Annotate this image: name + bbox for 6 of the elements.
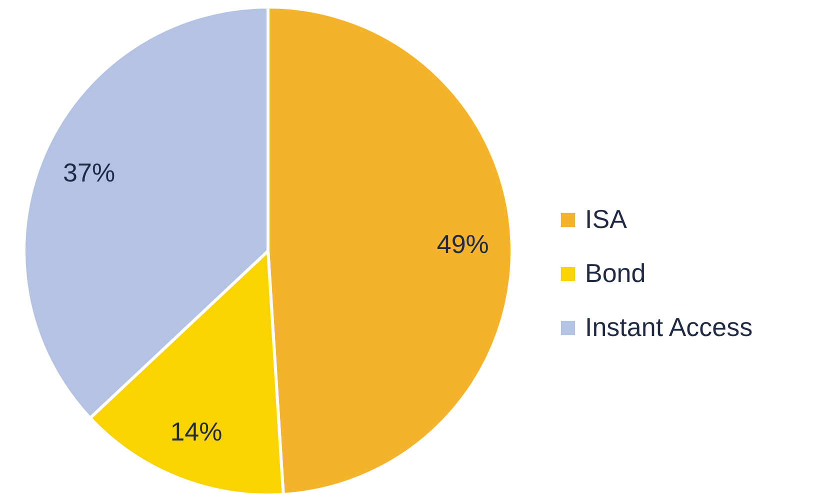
data-label: 37% — [63, 158, 116, 188]
legend-label: Bond — [585, 258, 646, 288]
legend-label: ISA — [585, 204, 628, 234]
data-label: 49% — [436, 228, 489, 259]
data-label: 14% — [170, 416, 222, 446]
legend-label: Instant Access — [585, 312, 753, 342]
